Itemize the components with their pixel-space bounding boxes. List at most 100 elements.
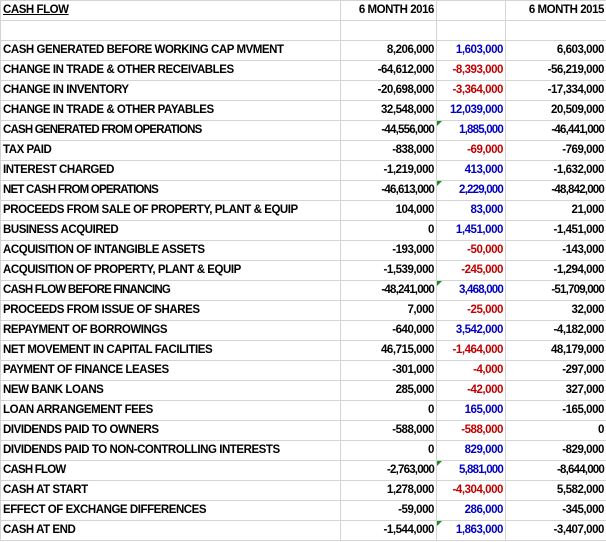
cell-2015[interactable]: -297,000 (505, 360, 606, 381)
cell-2015[interactable]: -8,644,000 (505, 460, 606, 481)
cell-2016[interactable]: -1,539,000 (340, 260, 437, 281)
cell-2015[interactable]: 0 (505, 420, 606, 441)
cell-difference[interactable]: 83,000 (436, 200, 506, 221)
cell-2015[interactable]: -56,219,000 (505, 60, 606, 81)
cell-2015[interactable]: -1,294,000 (505, 260, 606, 281)
cell-2015[interactable]: -3,407,000 (505, 520, 606, 541)
row-label[interactable]: PROCEEDS FROM ISSUE OF SHARES (0, 300, 341, 321)
row-label[interactable]: CASH AT START (0, 480, 341, 501)
row-label[interactable]: LOAN ARRANGEMENT FEES (0, 400, 341, 421)
empty-cell[interactable] (436, 20, 506, 41)
cell-2016[interactable]: 0 (340, 440, 437, 461)
cell-2016[interactable]: -64,612,000 (340, 60, 437, 81)
row-label[interactable]: EFFECT OF EXCHANGE DIFFERENCES (0, 500, 341, 521)
cell-2015[interactable]: -165,000 (505, 400, 606, 421)
cell-difference[interactable]: -50,000 (436, 240, 506, 261)
cell-difference[interactable]: -245,000 (436, 260, 506, 281)
cell-difference[interactable]: -1,464,000 (436, 340, 506, 361)
cell-2016[interactable]: 0 (340, 400, 437, 421)
cell-difference[interactable]: -69,000 (436, 140, 506, 161)
cell-2015[interactable]: 6,603,000 (505, 40, 606, 61)
row-label[interactable]: CASH FLOW BEFORE FINANCING (0, 280, 341, 301)
cell-2016[interactable]: -46,613,000 (340, 180, 437, 201)
cell-2016[interactable]: 8,206,000 (340, 40, 437, 61)
cell-2015[interactable]: 32,000 (505, 300, 606, 321)
cell-2016[interactable]: -588,000 (340, 420, 437, 441)
cell-difference[interactable]: 829,000 (436, 440, 506, 461)
row-label[interactable]: REPAYMENT OF BORROWINGS (0, 320, 341, 341)
row-label[interactable]: CASH AT END (0, 520, 341, 541)
cell-difference[interactable]: 3,468,000 (436, 280, 506, 301)
row-label[interactable]: PROCEEDS FROM SALE OF PROPERTY, PLANT & … (0, 200, 341, 221)
empty-cell[interactable] (505, 20, 606, 41)
cell-difference[interactable]: 413,000 (436, 160, 506, 181)
row-label[interactable]: CASH GENERATED BEFORE WORKING CAP MVMENT (0, 40, 341, 61)
cell-2015[interactable]: -4,182,000 (505, 320, 606, 341)
cell-2015[interactable]: 5,582,000 (505, 480, 606, 501)
row-label[interactable]: CHANGE IN TRADE & OTHER RECEIVABLES (0, 60, 341, 81)
cell-difference[interactable]: -3,364,000 (436, 80, 506, 101)
cell-difference[interactable]: 2,229,000 (436, 180, 506, 201)
column-header-diff[interactable] (436, 0, 506, 21)
cell-difference[interactable]: -8,393,000 (436, 60, 506, 81)
cell-2015[interactable]: -829,000 (505, 440, 606, 461)
cell-2016[interactable]: -838,000 (340, 140, 437, 161)
row-label[interactable]: NET CASH FROM OPERATIONS (0, 180, 341, 201)
cell-2015[interactable]: 21,000 (505, 200, 606, 221)
row-label[interactable]: CASH FLOW (0, 460, 341, 481)
cell-difference[interactable]: -4,304,000 (436, 480, 506, 501)
cell-2016[interactable]: -640,000 (340, 320, 437, 341)
column-header-2015[interactable]: 6 MONTH 2015 (505, 0, 606, 21)
cell-2015[interactable]: -769,000 (505, 140, 606, 161)
cell-2015[interactable]: 20,509,000 (505, 100, 606, 121)
cell-2016[interactable]: -1,219,000 (340, 160, 437, 181)
cell-2016[interactable]: -193,000 (340, 240, 437, 261)
row-label[interactable]: ACQUISITION OF INTANGIBLE ASSETS (0, 240, 341, 261)
row-label[interactable]: CHANGE IN INVENTORY (0, 80, 341, 101)
cell-difference[interactable]: 1,603,000 (436, 40, 506, 61)
cell-difference[interactable]: 5,881,000 (436, 460, 506, 481)
cell-2016[interactable]: 104,000 (340, 200, 437, 221)
cell-difference[interactable]: 1,863,000 (436, 520, 506, 541)
cell-2016[interactable]: -2,763,000 (340, 460, 437, 481)
empty-cell[interactable] (0, 20, 341, 41)
cell-2016[interactable]: -48,241,000 (340, 280, 437, 301)
row-label[interactable]: DIVIDENDS PAID TO NON-CONTROLLING INTERE… (0, 440, 341, 461)
row-label[interactable]: NEW BANK LOANS (0, 380, 341, 401)
cell-2015[interactable]: -143,000 (505, 240, 606, 261)
column-header-2016[interactable]: 6 MONTH 2016 (340, 0, 437, 21)
row-label[interactable]: TAX PAID (0, 140, 341, 161)
cell-2016[interactable]: 7,000 (340, 300, 437, 321)
cell-2016[interactable]: -20,698,000 (340, 80, 437, 101)
cell-2016[interactable]: -44,556,000 (340, 120, 437, 141)
row-label[interactable]: NET MOVEMENT IN CAPITAL FACILITIES (0, 340, 341, 361)
sheet-title[interactable]: CASH FLOW (0, 0, 341, 21)
row-label[interactable]: CHANGE IN TRADE & OTHER PAYABLES (0, 100, 341, 121)
cell-difference[interactable]: 286,000 (436, 500, 506, 521)
cell-2016[interactable]: -1,544,000 (340, 520, 437, 541)
cell-difference[interactable]: -4,000 (436, 360, 506, 381)
cell-2016[interactable]: -301,000 (340, 360, 437, 381)
cell-difference[interactable]: 12,039,000 (436, 100, 506, 121)
cell-2016[interactable]: 285,000 (340, 380, 437, 401)
cell-2015[interactable]: -345,000 (505, 500, 606, 521)
cell-2015[interactable]: 327,000 (505, 380, 606, 401)
empty-cell[interactable] (340, 20, 437, 41)
row-label[interactable]: PAYMENT OF FINANCE LEASES (0, 360, 341, 381)
cell-difference[interactable]: -42,000 (436, 380, 506, 401)
row-label[interactable]: DIVIDENDS PAID TO OWNERS (0, 420, 341, 441)
cell-2015[interactable]: -1,451,000 (505, 220, 606, 241)
row-label[interactable]: ACQUISITION OF PROPERTY, PLANT & EQUIP (0, 260, 341, 281)
row-label[interactable]: INTEREST CHARGED (0, 160, 341, 181)
row-label[interactable]: BUSINESS ACQUIRED (0, 220, 341, 241)
cell-2015[interactable]: -51,709,000 (505, 280, 606, 301)
cell-difference[interactable]: 1,885,000 (436, 120, 506, 141)
cell-2016[interactable]: 46,715,000 (340, 340, 437, 361)
cell-difference[interactable]: -588,000 (436, 420, 506, 441)
cell-2015[interactable]: -17,334,000 (505, 80, 606, 101)
cell-difference[interactable]: 165,000 (436, 400, 506, 421)
cell-2015[interactable]: -46,441,000 (505, 120, 606, 141)
cell-2015[interactable]: -1,632,000 (505, 160, 606, 181)
cell-2015[interactable]: -48,842,000 (505, 180, 606, 201)
cell-2016[interactable]: 1,278,000 (340, 480, 437, 501)
